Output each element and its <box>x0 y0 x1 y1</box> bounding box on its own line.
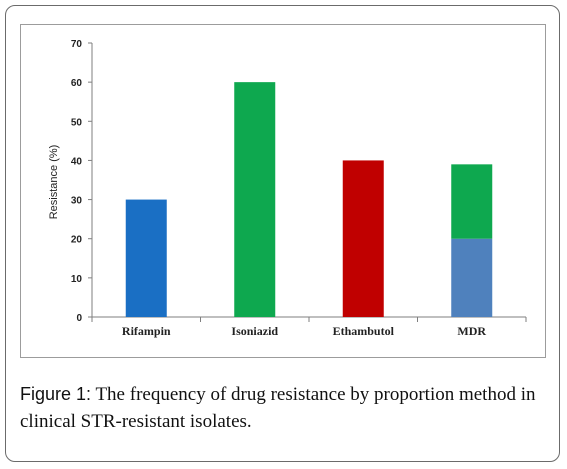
bar-rifampin <box>125 199 167 317</box>
bar-ethambutol <box>342 160 384 317</box>
y-tick-label: 20 <box>71 235 83 246</box>
x-tick-label: Isoniazid <box>231 324 278 338</box>
caption-text: The frequency of drug resistance by prop… <box>20 384 536 432</box>
x-tick-label: Rifampin <box>122 324 171 338</box>
bar-isoniazid <box>234 82 276 318</box>
bars <box>125 82 493 318</box>
y-tick-label: 70 <box>71 39 83 50</box>
bar-mdr <box>451 238 493 317</box>
x-tick-label: Ethambutol <box>333 324 395 338</box>
y-tick-label: 0 <box>76 313 82 324</box>
y-tick-label: 30 <box>71 196 83 207</box>
y-axis-ticks: 0 10 20 30 40 50 60 70 <box>71 39 92 324</box>
y-tick-label: 40 <box>71 156 83 167</box>
y-tick-label: 60 <box>71 78 83 89</box>
bar-mdr <box>451 164 493 239</box>
y-tick-label: 10 <box>71 274 83 285</box>
y-tick-label: 50 <box>71 117 83 128</box>
x-axis-ticks <box>91 317 527 322</box>
y-axis-label: Resistance (%) <box>48 145 60 220</box>
x-axis-labels: Rifampin Isoniazid Ethambutol MDR <box>122 324 487 338</box>
caption-label: Figure 1: <box>20 384 92 404</box>
bar-chart: 0 10 20 30 40 50 60 70 Rifampin Isoniazid Ethambu… <box>48 39 527 338</box>
figure-caption: Figure 1: The frequency of drug resistan… <box>20 381 550 435</box>
x-tick-label: MDR <box>457 324 486 338</box>
